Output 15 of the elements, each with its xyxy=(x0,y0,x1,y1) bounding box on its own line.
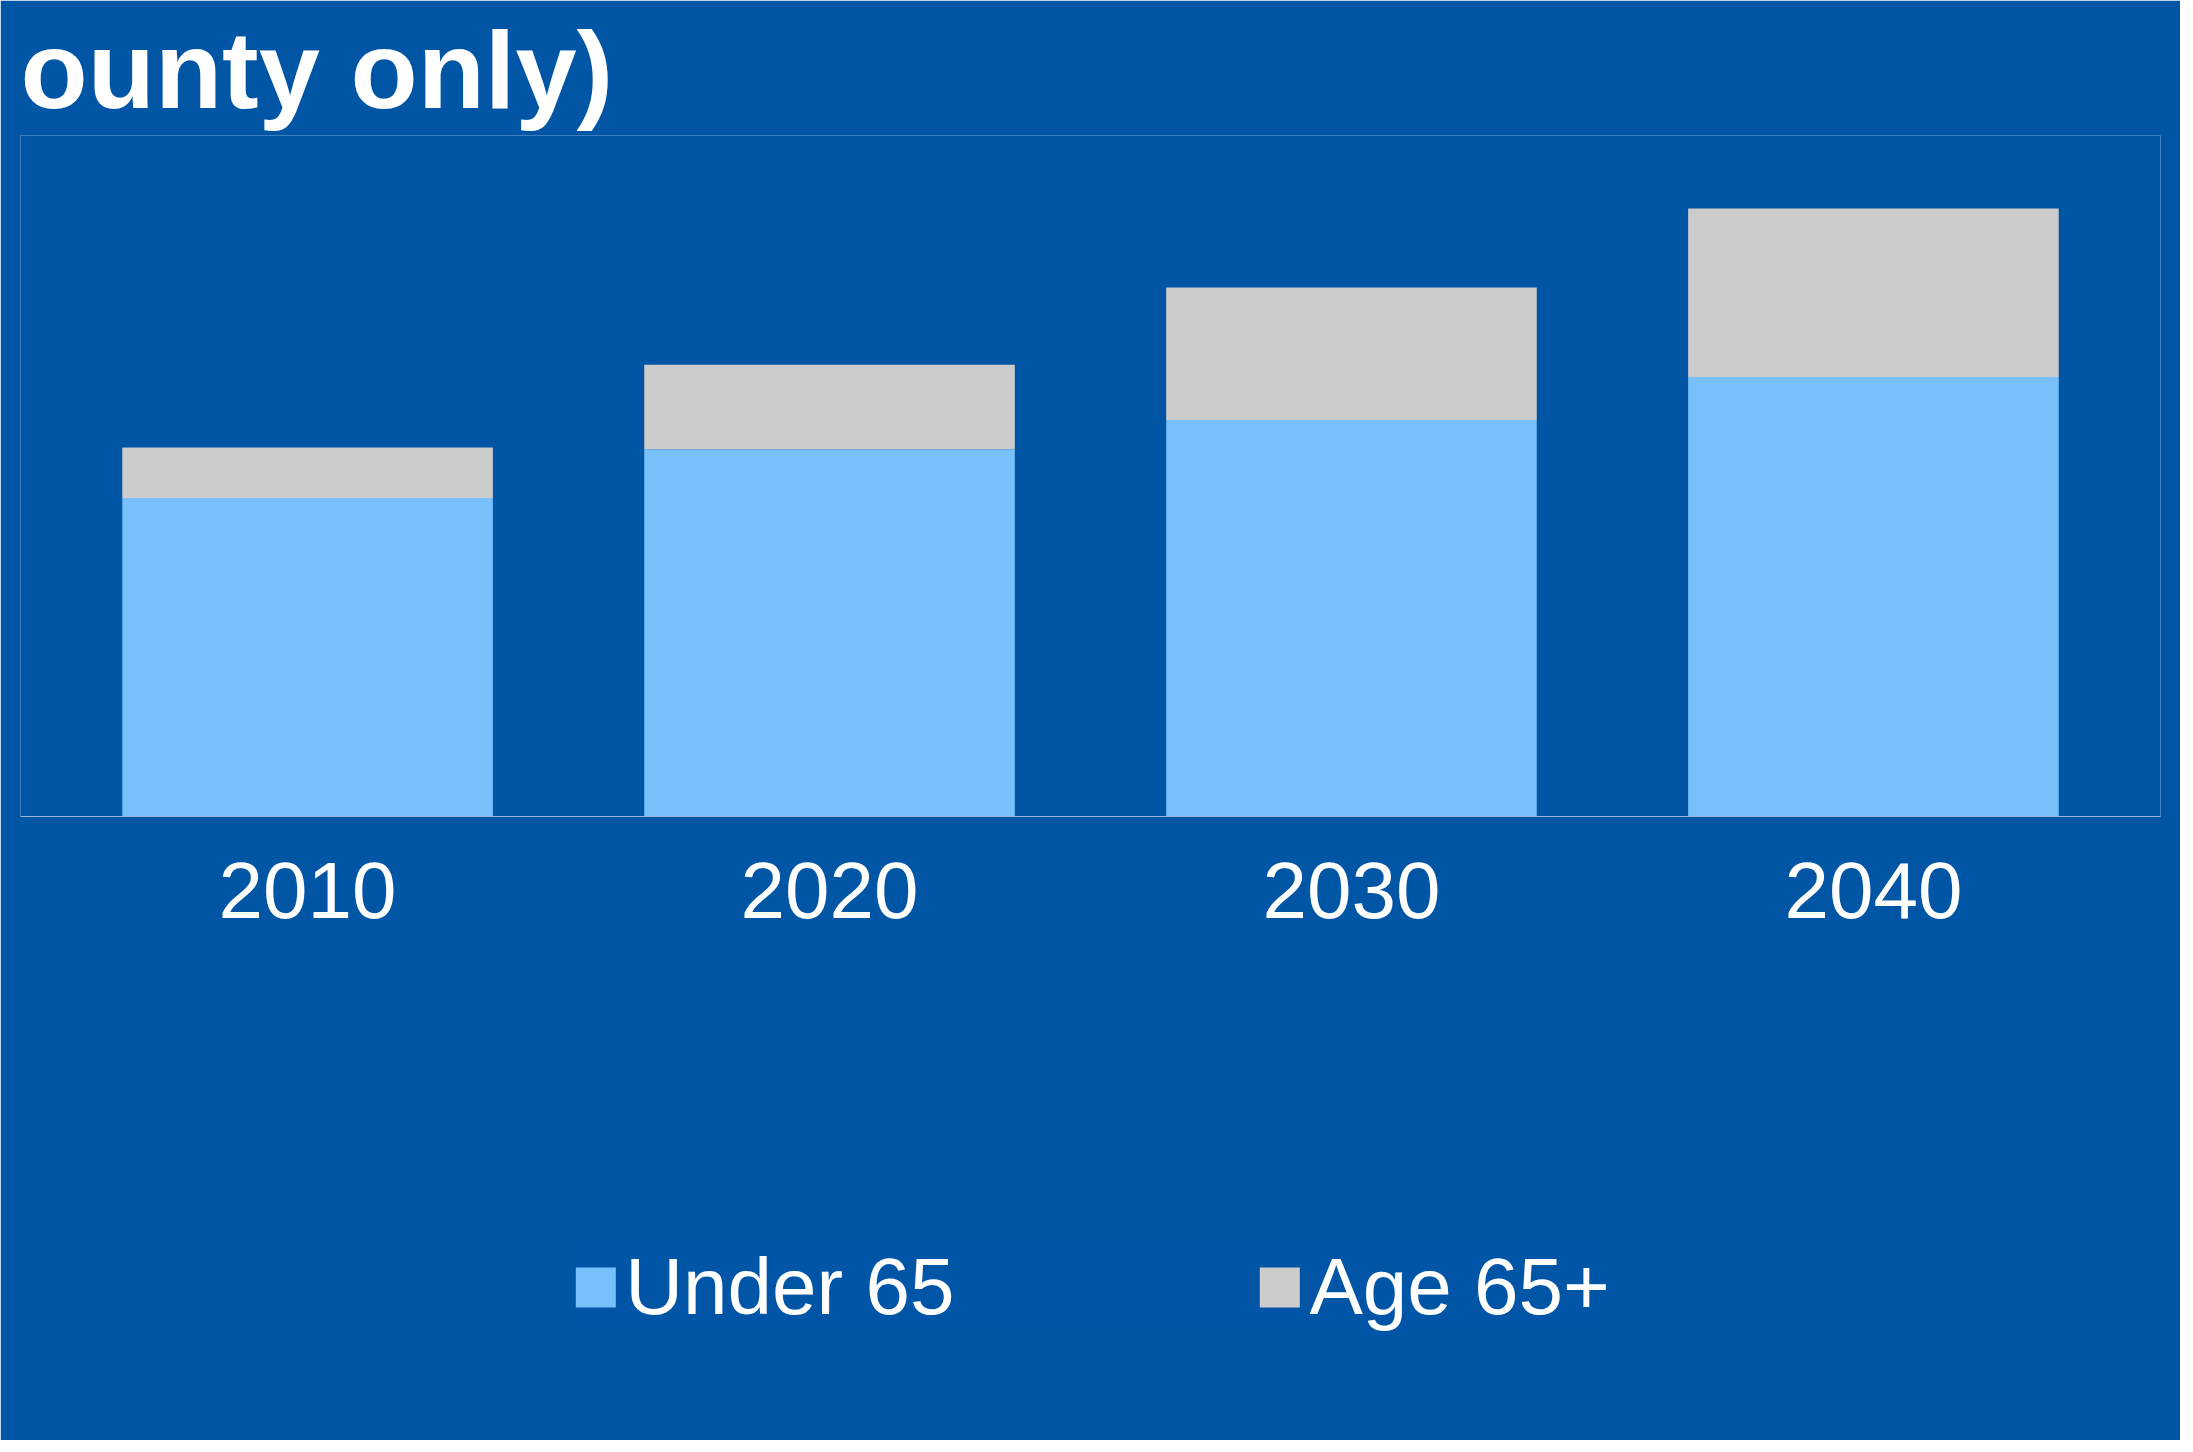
x-tick-label: 2010 xyxy=(218,845,397,935)
bar xyxy=(122,447,493,498)
legend-label: Age 65+ xyxy=(1309,1241,1610,1333)
bar xyxy=(122,497,493,817)
chart-title: ounty only) xyxy=(20,7,614,131)
x-tick-label: 2030 xyxy=(1262,845,1441,935)
bar xyxy=(1166,287,1537,421)
bar xyxy=(644,449,1015,817)
bar xyxy=(644,364,1015,450)
x-tick-label: 2020 xyxy=(740,845,919,935)
legend-label: Under 65 xyxy=(625,1241,955,1333)
x-tick-label: 2040 xyxy=(1784,845,1963,935)
bar xyxy=(1688,376,2059,817)
bar xyxy=(1688,208,2059,377)
bar xyxy=(1166,420,1537,817)
